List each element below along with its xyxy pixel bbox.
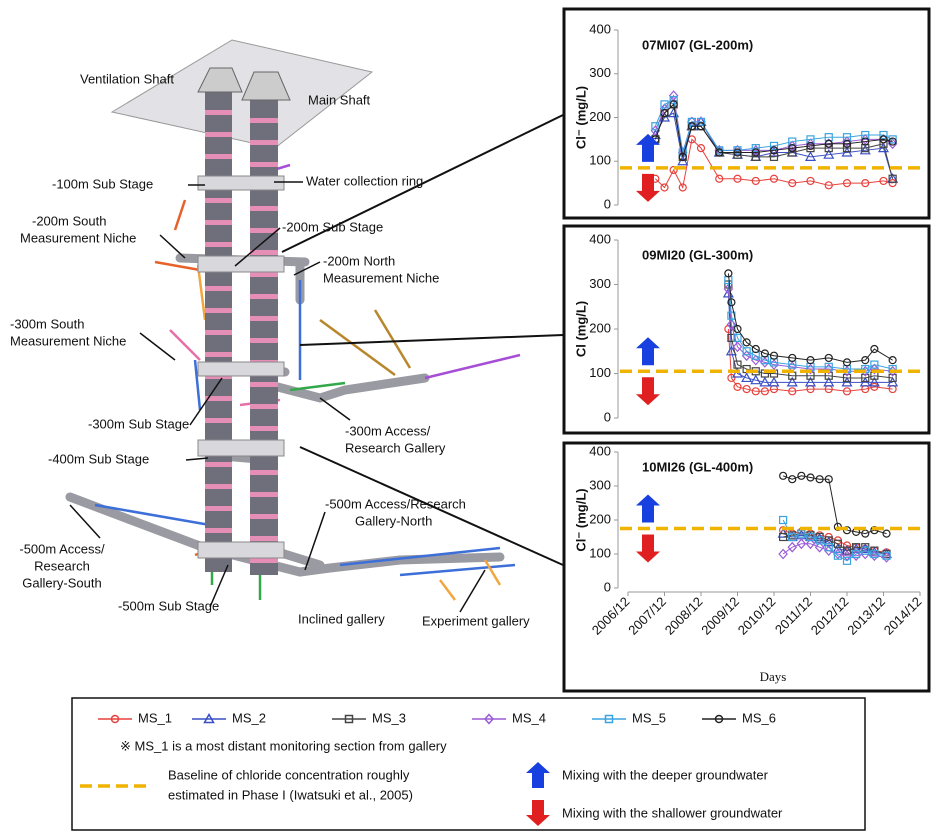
legend-note: ※ MS_1 is a most distant monitoring sect…	[120, 738, 447, 753]
y-tick-label: 300	[589, 276, 611, 291]
diagram-label: Main Shaft	[308, 92, 371, 107]
chart-title: 09MI20 (GL-300m)	[642, 247, 753, 262]
ring	[205, 528, 232, 533]
ring	[205, 132, 232, 137]
legend-label: MS_3	[372, 710, 406, 725]
y-axis-label: Cl⁻ (mg/L)	[573, 488, 588, 551]
diagram-label: -200m North	[323, 253, 395, 268]
legend-label: MS_4	[512, 710, 546, 725]
diagram-label: -500m Access/	[19, 541, 105, 556]
ring	[205, 220, 232, 225]
ring	[250, 558, 278, 563]
y-axis-label: Cl⁻ (mg/L)	[573, 86, 588, 149]
ring	[250, 492, 278, 497]
diagram-label: Research	[34, 558, 90, 573]
diagram-label: -100m Sub Stage	[52, 176, 153, 191]
ring	[250, 470, 278, 475]
figure: Ventilation Shaft Main Shaft -100m Sub Sta…	[0, 0, 933, 834]
y-tick-label: 0	[604, 409, 611, 424]
diagram-label: Water collection ring	[306, 173, 423, 188]
y-tick-label: 400	[589, 21, 611, 36]
ring	[205, 308, 232, 313]
diagram-label: -200m Sub Stage	[282, 219, 383, 234]
ring	[205, 242, 232, 247]
diagram-label: -400m Sub Stage	[48, 451, 149, 466]
diagram-label: Research Gallery	[345, 440, 446, 455]
legend-label: MS_2	[232, 710, 266, 725]
y-tick-label: 100	[589, 153, 611, 168]
y-tick-label: 200	[589, 320, 611, 335]
ring	[250, 536, 278, 541]
ring	[250, 316, 278, 321]
y-tick-label: 400	[589, 443, 611, 458]
ring	[250, 118, 278, 123]
legend-shallower: Mixing with the shallower groundwater	[562, 805, 783, 820]
diagram-label: -300m South	[10, 316, 84, 331]
ring	[250, 162, 278, 167]
ring	[205, 462, 232, 467]
ring	[250, 272, 278, 277]
y-tick-label: 300	[589, 477, 611, 492]
ring	[250, 228, 278, 233]
ring	[250, 426, 278, 431]
legend-label: MS_6	[742, 710, 776, 725]
ring	[205, 484, 232, 489]
ring	[250, 140, 278, 145]
diagram-label: Measurement Niche	[10, 333, 126, 348]
y-tick-label: 200	[589, 109, 611, 124]
ring	[250, 294, 278, 299]
diagram-label: -500m Access/Research	[325, 496, 466, 511]
ring	[205, 198, 232, 203]
ring	[205, 418, 232, 423]
ring	[250, 206, 278, 211]
y-tick-label: 300	[589, 65, 611, 80]
diagram-label: -300m Sub Stage	[88, 416, 189, 431]
ring	[205, 506, 232, 511]
x-axis-label: Days	[760, 669, 787, 684]
diagram-label: Gallery-South	[22, 575, 101, 590]
chart-title: 07MI07 (GL-200m)	[642, 37, 753, 52]
y-tick-label: 0	[604, 196, 611, 211]
y-tick-label: 200	[589, 511, 611, 526]
main-shaft	[250, 100, 278, 575]
diagram-label: -500m Sub Stage	[118, 598, 219, 613]
legend-deeper: Mixing with the deeper groundwater	[562, 767, 769, 782]
y-tick-label: 0	[604, 579, 611, 594]
y-tick-label: 100	[589, 365, 611, 380]
legend-baseline-text: estimated in Phase I (Iwatsuki et al., 2…	[168, 787, 413, 802]
ring	[250, 338, 278, 343]
diagram-label: -200m South	[32, 213, 106, 228]
y-axis-label: Cl (mg/L)	[573, 301, 588, 357]
chart-title: 10MI26 (GL-400m)	[642, 459, 753, 474]
y-tick-label: 400	[589, 231, 611, 246]
ring	[250, 514, 278, 519]
diagram-label: Inclined gallery	[298, 611, 385, 626]
legend-label: MS_5	[632, 710, 666, 725]
diagram-label: Gallery-North	[355, 513, 432, 528]
diagram-label: Measurement Niche	[323, 270, 439, 285]
ring	[205, 286, 232, 291]
ring	[205, 352, 232, 357]
ring	[205, 110, 232, 115]
ring	[250, 382, 278, 387]
diagram-label: Experiment gallery	[422, 613, 530, 628]
ring	[250, 404, 278, 409]
ring	[205, 330, 232, 335]
diagram-label: Ventilation Shaft	[80, 71, 174, 86]
legend-baseline-text: Baseline of chloride concentration rough…	[168, 767, 410, 782]
legend-label: MS_1	[138, 710, 172, 725]
diagram-label: Measurement Niche	[20, 230, 136, 245]
diagram-label: -300m Access/	[345, 423, 431, 438]
y-tick-label: 100	[589, 545, 611, 560]
ring	[205, 154, 232, 159]
